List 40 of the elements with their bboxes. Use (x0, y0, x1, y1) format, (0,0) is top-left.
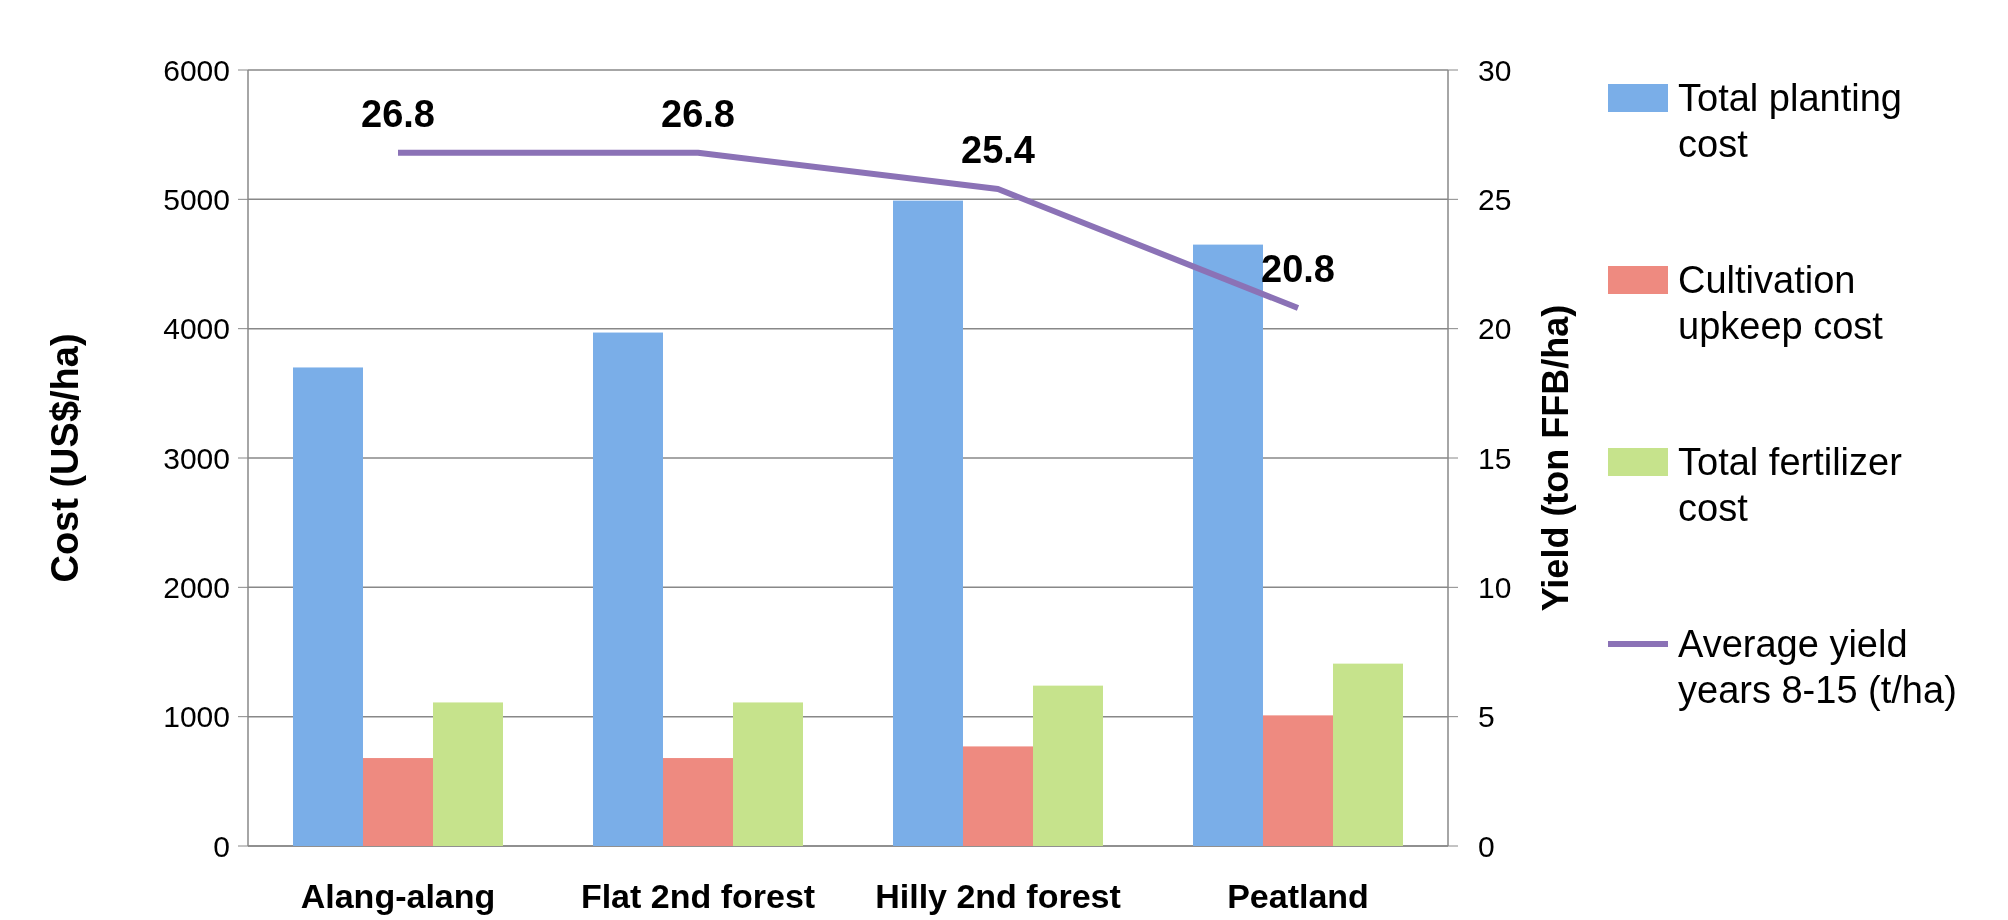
x-tick-label: Hilly 2nd forest (875, 877, 1121, 915)
bar (363, 758, 433, 846)
bar (433, 702, 503, 846)
bar (893, 200, 963, 846)
y2-tick-label: 20 (1478, 312, 1512, 346)
bar (593, 332, 663, 846)
data-label: 25.4 (961, 128, 1035, 171)
bar (663, 758, 733, 846)
legend-label: Cultivation upkeep cost (1678, 259, 1884, 347)
y-tick-label: 4000 (163, 312, 230, 346)
legend-label: Average yield years 8-15 (t/ha) (1678, 623, 1957, 711)
x-tick-label: Alang-alang (300, 877, 496, 915)
legend-label: Total planting cost (1678, 77, 1902, 165)
y2-tick-label: 15 (1478, 441, 1512, 475)
x-tick-label: Peatland (1227, 877, 1369, 915)
bar (1193, 244, 1263, 846)
data-label: 20.8 (1261, 247, 1335, 290)
y2-tick-label: 30 (1478, 53, 1512, 87)
bar (1263, 715, 1333, 846)
bar (963, 746, 1033, 846)
x-tick-label: Flat 2nd forest (580, 877, 816, 915)
bar (1333, 663, 1403, 846)
bar (1033, 685, 1103, 846)
data-label: 26.8 (661, 92, 735, 135)
y2-tick-label: 0 (1478, 829, 1495, 863)
data-label: 26.8 (361, 92, 435, 135)
y-axis-title: Cost (US$/ha) (44, 333, 86, 583)
y2-axis-title: Yield (ton FFB/ha) (1535, 304, 1576, 612)
bar (293, 367, 363, 846)
y-tick-label: 5000 (163, 182, 230, 216)
y-tick-label: 0 (213, 829, 230, 863)
y-tick-label: 2000 (163, 570, 230, 604)
y-tick-label: 6000 (163, 53, 230, 87)
y2-tick-label: 25 (1478, 182, 1512, 216)
y2-tick-label: 10 (1478, 570, 1512, 604)
y-tick-label: 3000 (163, 441, 230, 475)
legend-label: Total fertilizer cost (1678, 441, 1903, 529)
bar (733, 702, 803, 846)
y-tick-label: 1000 (163, 700, 230, 734)
y2-tick-label: 5 (1478, 700, 1495, 734)
